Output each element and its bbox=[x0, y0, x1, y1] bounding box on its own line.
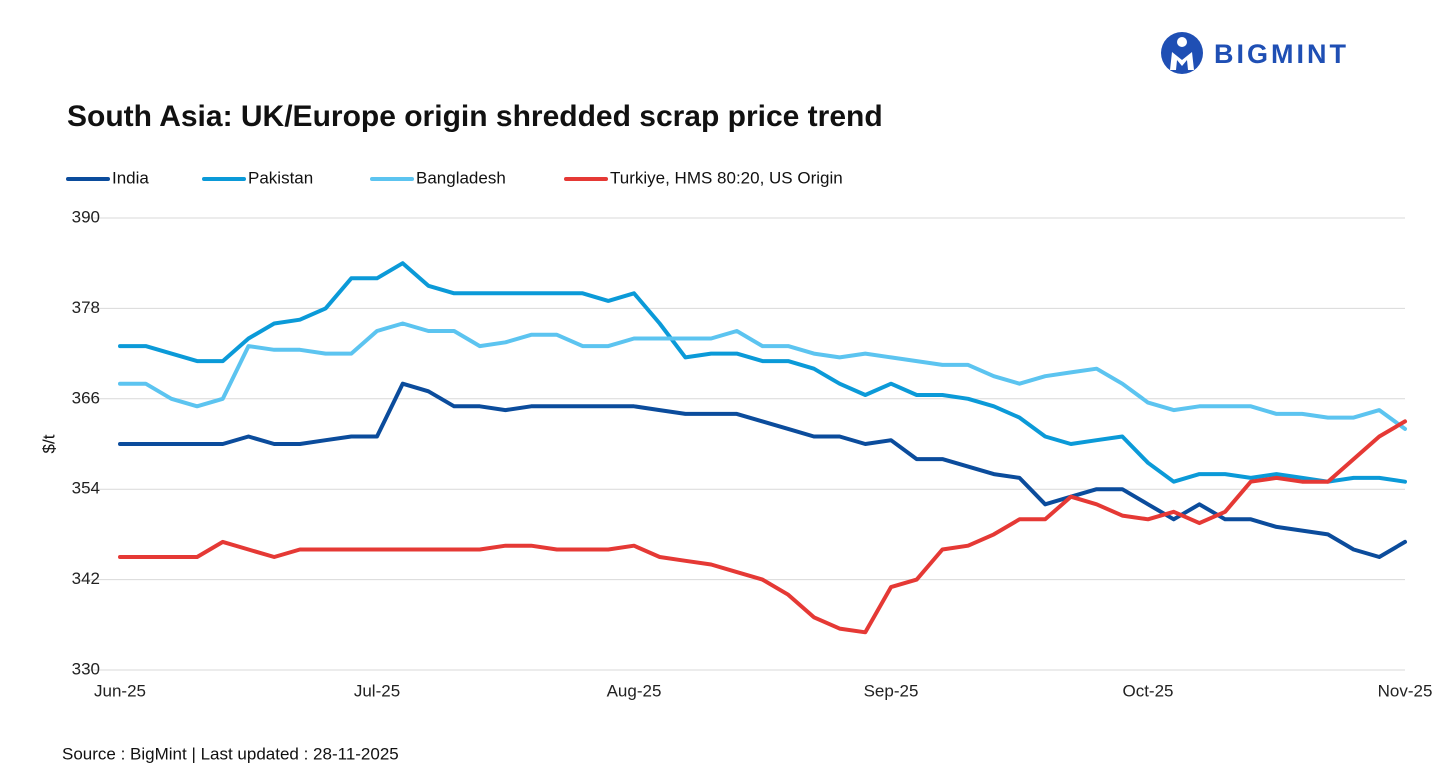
x-tick-label: Jun-25 bbox=[94, 681, 146, 700]
chart-title: South Asia: UK/Europe origin shredded sc… bbox=[67, 100, 883, 133]
logo-icon-figure bbox=[1170, 52, 1194, 70]
logo: BIGMINT bbox=[1161, 32, 1349, 74]
series-line bbox=[118, 321, 1407, 431]
y-tick-label: 342 bbox=[72, 569, 100, 588]
legend-label: Pakistan bbox=[248, 168, 313, 187]
y-axis-label: $/t bbox=[39, 434, 58, 453]
logo-text: BIGMINT bbox=[1214, 39, 1349, 69]
y-tick-label: 330 bbox=[72, 659, 100, 678]
legend-label: Turkiye, HMS 80:20, US Origin bbox=[610, 168, 843, 187]
legend-label: Bangladesh bbox=[416, 168, 506, 187]
series-line bbox=[118, 261, 1407, 484]
y-tick-label: 366 bbox=[72, 388, 100, 407]
legend-label: India bbox=[112, 168, 149, 187]
x-tick-label: Nov-25 bbox=[1378, 681, 1433, 700]
x-tick-label: Jul-25 bbox=[354, 681, 400, 700]
x-tick-label: Sep-25 bbox=[864, 681, 919, 700]
logo-icon-head bbox=[1177, 37, 1187, 47]
series-line bbox=[118, 419, 1407, 635]
series-line bbox=[118, 381, 1407, 559]
x-tick-label: Oct-25 bbox=[1122, 681, 1173, 700]
x-tick-label: Aug-25 bbox=[607, 681, 662, 700]
y-tick-label: 354 bbox=[72, 479, 100, 498]
y-tick-label: 390 bbox=[72, 207, 100, 226]
source-note: Source : BigMint | Last updated : 28-11-… bbox=[62, 744, 399, 763]
y-tick-label: 378 bbox=[72, 298, 100, 317]
